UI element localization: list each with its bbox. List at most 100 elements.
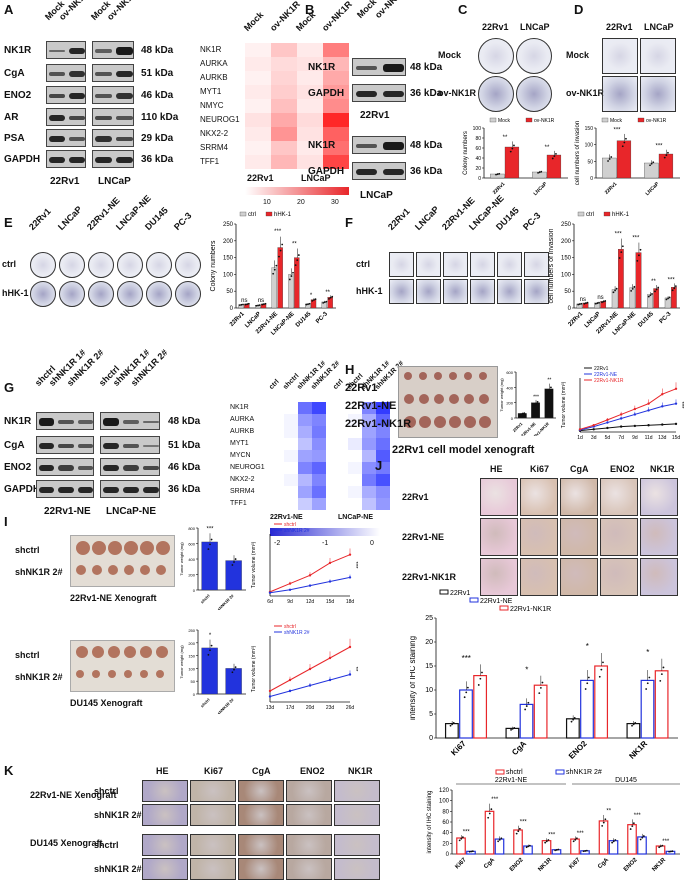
row-label: GAPDH [4,154,41,165]
data-point [620,251,623,254]
legend-swatch [439,589,449,595]
data-point [673,287,676,290]
significance-label: *** [533,394,539,400]
ihc-image [190,834,236,856]
data-point [654,290,656,293]
bar [473,674,488,739]
tumor [156,565,166,575]
heatmap-colorbar [245,187,349,195]
line-point [606,426,609,430]
data-point [668,296,671,299]
y-tick-label: 0 [568,306,572,312]
y-tick-label: 25 [425,615,433,622]
data-point [555,152,557,155]
significance-label: ** [547,377,551,383]
significance-label: *** [463,829,471,835]
data-point [463,696,466,699]
caption: 22Rv1-NE Xenograft [70,593,157,603]
data-point [648,676,651,679]
data-point [578,303,581,306]
tumor [76,565,86,575]
data-point [536,401,539,403]
data-point [663,156,666,159]
column-label: 22Rv1 [385,206,412,232]
heatmap-cell [362,414,376,426]
legend-swatch [637,117,645,123]
data-point [551,157,554,160]
data-point [625,137,627,140]
colony-dish [516,76,552,112]
heatmap-cell [376,486,390,498]
heatmap-cell [334,498,348,510]
heatmap-cell [323,71,349,85]
blot-strip [46,86,86,104]
y-tick-label: 0 [193,692,196,697]
line-point [647,402,650,405]
tumor [464,394,474,404]
column-label: 22Rv1 [26,206,53,232]
significance-label: *** [678,401,684,409]
gene-label: TFF1 [230,500,247,507]
data-point [539,686,542,689]
colony-dish [516,38,552,74]
tumor [404,416,416,428]
legend-swatch [555,769,565,775]
x-tick-label: CgA [597,857,610,870]
heatmap-cell [323,85,349,99]
protein-band [95,93,112,99]
protein-band [355,65,378,71]
protein-band [38,464,55,472]
colony-dish [88,252,114,278]
y-tick-label: 150 [188,654,195,659]
heatmap-cell [270,486,284,498]
y-axis-label: Tumor weight (mg) [499,378,504,412]
protein-band [49,49,65,53]
legend-label: Mock [610,118,622,124]
y-tick-label: 400 [506,385,513,390]
kda-label: 36 kDa [168,484,201,495]
heatmap-cell [348,414,362,426]
bar [494,838,505,855]
bar [671,287,677,309]
protein-band [103,486,119,494]
colony-dish [30,281,56,307]
blot-strip [92,150,134,168]
data-point [314,298,317,301]
y-tick-label: 0 [230,306,234,312]
protein-band [143,444,159,448]
ihc-image [286,834,332,856]
data-point [513,727,516,729]
blot-strip [46,41,86,59]
heatmap-cell [348,486,362,498]
heatmap-cell [271,71,297,85]
blot-strip [100,480,160,498]
data-point [649,164,651,167]
series-line [579,388,677,430]
data-point [524,708,527,711]
tumor [124,646,136,658]
data-point [233,561,235,563]
significance-label: *** [577,831,585,837]
protein-band [116,47,133,55]
legend-label: ov-NK1R [646,118,667,124]
kda-label: 51 kDa [168,440,201,451]
ihc-image [640,558,678,596]
protein-band [355,90,378,98]
heatmap-cell [271,155,297,169]
heatmap-cell [362,438,376,450]
significance-label: *** [274,229,282,235]
line-point [288,582,292,585]
protein-band [116,92,133,99]
heatmap-cell [245,43,271,57]
data-point [325,300,328,303]
y-tick-label: 20 [442,841,449,847]
x-tick-label: 22Rv1 [604,181,619,196]
data-point [525,705,528,707]
data-point [231,564,234,566]
y-tick-label: 60 [442,820,449,826]
heatmap-cell [271,141,297,155]
x-tick-label: PC-3 [659,311,673,325]
bar [580,679,594,739]
heatmap-cell [297,71,323,85]
legend-label: Mock [498,118,510,124]
